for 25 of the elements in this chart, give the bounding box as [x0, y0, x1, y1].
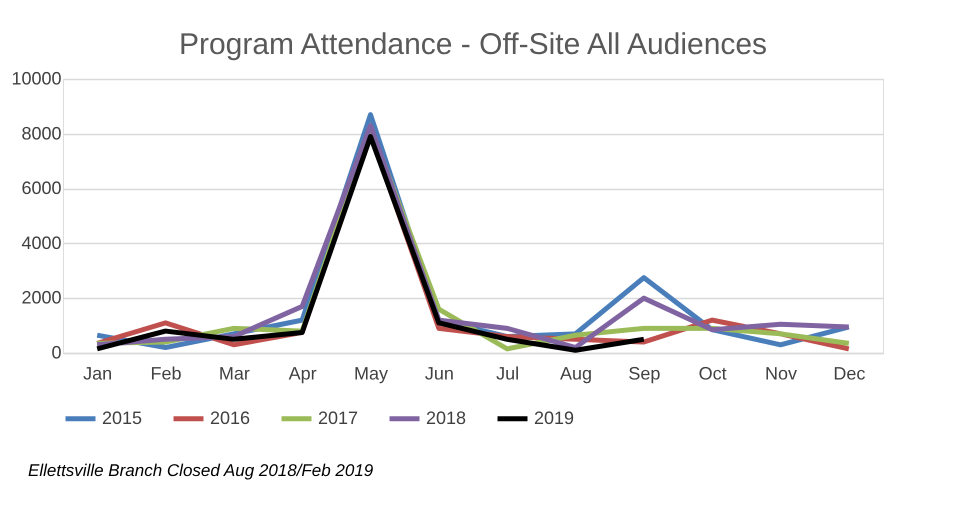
- x-tick-label: Dec: [833, 364, 866, 384]
- x-tick-label: Aug: [560, 364, 592, 384]
- text: Ellettsville Branch Closed Aug 2018/Feb 2019: [28, 461, 374, 480]
- x-tick-label: Mar: [218, 364, 250, 384]
- x-tick-label: May: [354, 364, 388, 384]
- legend-label: 2017: [318, 408, 358, 428]
- y-tick-label: 0: [51, 342, 62, 362]
- x-tick-label: Feb: [150, 364, 182, 384]
- x-tick-label: Jun: [424, 364, 454, 384]
- y-tick-label: 8000: [21, 123, 62, 144]
- x-tick-label: Sep: [628, 364, 660, 384]
- legend-label: 2018: [426, 408, 466, 428]
- y-tick-label: 6000: [21, 178, 62, 198]
- legend-label: 2016: [210, 408, 250, 428]
- y-tick-label: 2000: [21, 288, 62, 308]
- y-tick-label: 10000: [11, 68, 62, 88]
- legend-label: 2019: [534, 408, 574, 428]
- y-tick-label: 4000: [21, 232, 62, 253]
- x-tick-label: Apr: [288, 364, 317, 384]
- x-tick-label: Oct: [698, 364, 727, 384]
- x-tick-label: Jan: [83, 364, 112, 384]
- chart-title: Program Attendance - Off-Site All Audiences: [178, 28, 768, 61]
- x-tick-label: Nov: [764, 364, 798, 384]
- legend-label: 2015: [102, 408, 142, 428]
- x-tick-label: Jul: [496, 364, 520, 384]
